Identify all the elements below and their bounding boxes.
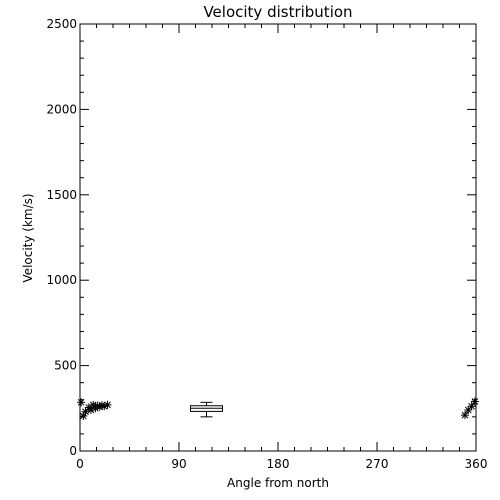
data-point [470,397,479,406]
x-tick-label: 270 [366,457,389,471]
asterisk-stroke [104,401,111,409]
axes: 0 90 180 270 360 0 500 1000 1500 2000 2500 [46,17,487,471]
asterisk-stroke [471,398,479,405]
chart-title: Velocity distribution [203,3,352,21]
chart-marks [77,397,479,420]
x-tick-label: 90 [171,457,186,471]
box-plot [190,401,223,418]
plot-frame [79,23,477,452]
y-tick-label: 1500 [46,188,77,202]
y-tick-label: 0 [69,444,77,458]
data-point [103,400,112,409]
asterisk-stroke [461,411,469,419]
data-point [461,411,469,420]
data-point [467,402,476,411]
asterisk-stroke [77,398,85,406]
data-point [77,398,86,407]
x-tick-label: 360 [465,457,488,471]
y-tick-label: 2500 [46,17,77,31]
x-axis-label: Angle from north [227,476,329,490]
y-tick-label: 500 [54,359,77,373]
y-tick-label: 1000 [46,273,77,287]
x-tick-label: 0 [76,457,84,471]
asterisk-stroke [468,402,475,410]
data-point [79,411,88,420]
y-tick-label: 2000 [46,102,77,116]
y-axis-label: Velocity (km/s) [21,193,35,282]
x-tick-label: 180 [267,457,290,471]
